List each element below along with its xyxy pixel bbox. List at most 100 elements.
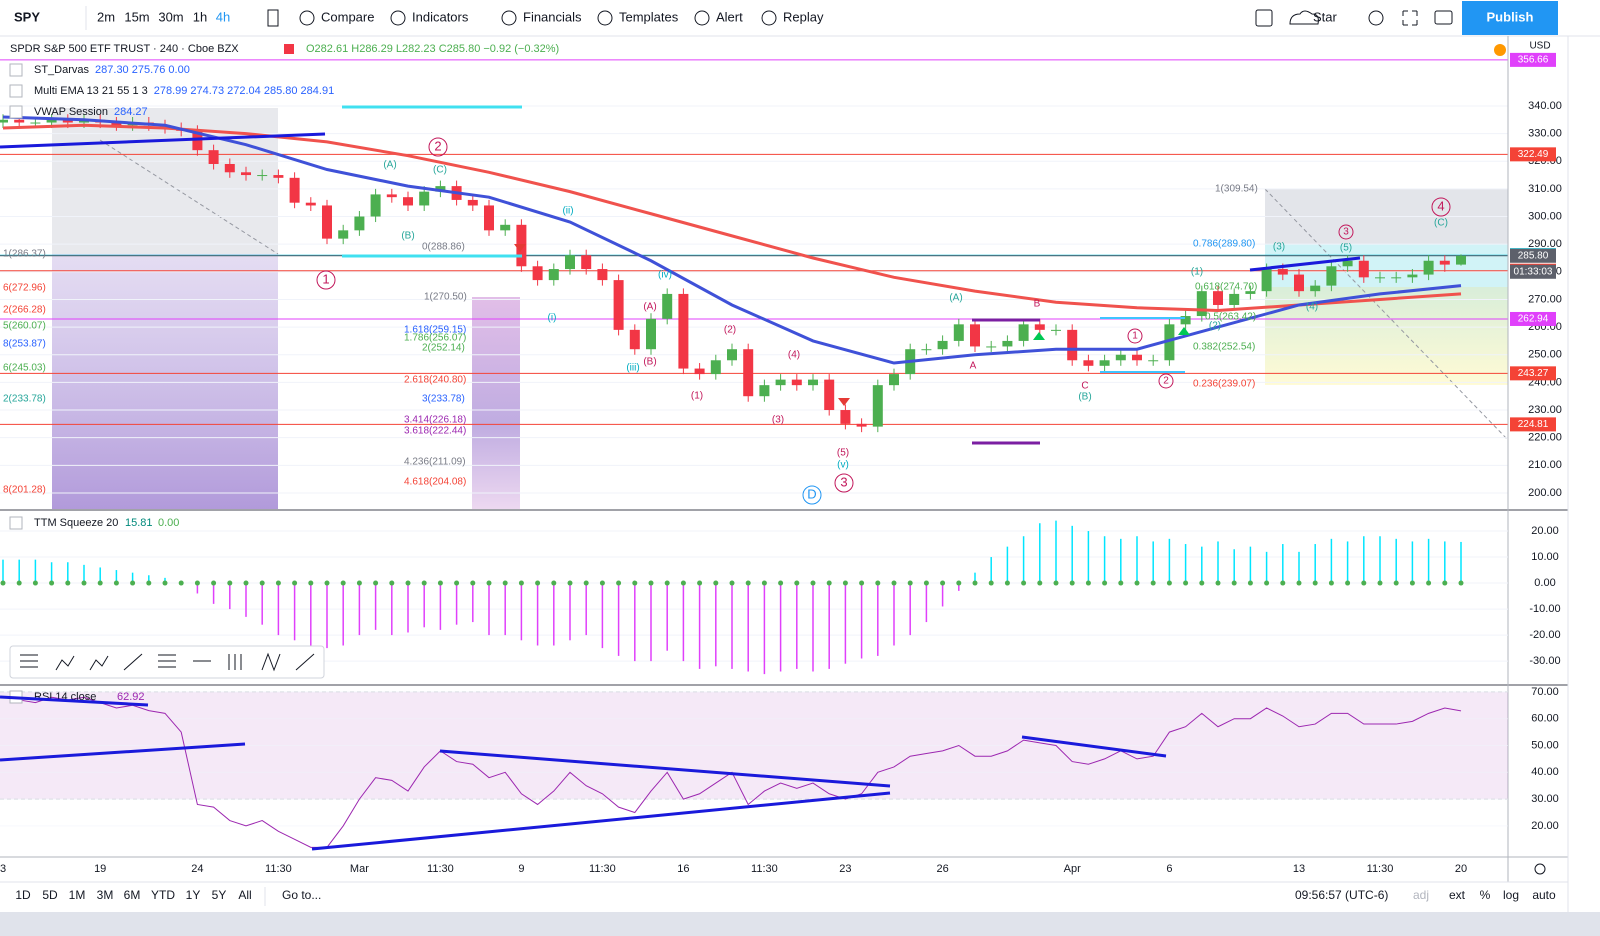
- symbol[interactable]: SPY: [14, 9, 40, 24]
- scale-option[interactable]: log: [1503, 888, 1519, 902]
- ttm-tick-label: -10.00: [1529, 603, 1560, 615]
- settings-icon[interactable]: [1368, 10, 1384, 26]
- star-button[interactable]: Star: [1313, 9, 1338, 24]
- tool-icon[interactable]: [261, 652, 281, 672]
- price-level-label: 224.81: [1518, 419, 1549, 430]
- toolbar-buttons: Compare Indicators Financials Templates Aler…: [299, 9, 824, 26]
- toolbar-button[interactable]: Financials: [523, 9, 582, 24]
- candle-body: [856, 423, 867, 427]
- toolbar-button[interactable]: Indicators: [412, 9, 469, 24]
- candle-body: [435, 186, 446, 192]
- button-icon[interactable]: [299, 10, 315, 26]
- wave-label: (iv): [658, 270, 672, 281]
- candle-body: [1229, 293, 1240, 305]
- button-icon[interactable]: [597, 10, 613, 26]
- range-button[interactable]: 5D: [42, 888, 58, 902]
- candle-body: [824, 379, 835, 411]
- candle-body: [1148, 360, 1159, 362]
- camera-icon[interactable]: [1434, 10, 1453, 25]
- fib-label: 1(309.54): [1215, 184, 1258, 195]
- price-tick-label: 230.00: [1528, 404, 1562, 416]
- range-button[interactable]: 3M: [97, 888, 114, 902]
- candle-body: [565, 255, 575, 270]
- fullscreen-icon[interactable]: [1402, 10, 1418, 26]
- goto-button[interactable]: Go to...: [282, 888, 321, 902]
- time-tick-label: 11:30: [427, 863, 454, 875]
- publish-button[interactable]: [1462, 1, 1558, 35]
- time-tick-label: 16: [677, 863, 689, 875]
- candle-body: [1245, 291, 1256, 294]
- scale-option[interactable]: ext: [1449, 888, 1466, 902]
- ttm-tick-label: -20.00: [1529, 629, 1560, 641]
- candle-body: [1180, 316, 1191, 325]
- candle-body: [840, 410, 851, 424]
- range-button[interactable]: 1M: [69, 888, 86, 902]
- scale-option[interactable]: auto: [1532, 888, 1556, 902]
- range-button[interactable]: 6M: [124, 888, 141, 902]
- rsi-tick-label: 30.00: [1531, 793, 1559, 805]
- axis-settings-icon[interactable]: [1534, 863, 1546, 875]
- interval-button[interactable]: 2m: [97, 9, 115, 24]
- tool-icon[interactable]: [228, 654, 242, 670]
- interval-button[interactable]: 1h: [193, 9, 207, 24]
- range-button[interactable]: 1Y: [186, 888, 201, 902]
- wave-label: (1): [691, 391, 703, 402]
- squeeze-dot: [907, 580, 913, 586]
- study-toggle[interactable]: [9, 84, 23, 98]
- range-button[interactable]: YTD: [151, 888, 175, 902]
- candle-body: [1375, 277, 1385, 279]
- squeeze-dot: [275, 580, 281, 586]
- toolbar-button[interactable]: Compare: [321, 9, 374, 24]
- button-icon[interactable]: [694, 10, 710, 26]
- candle-body: [14, 119, 25, 123]
- price-tick-label: 210.00: [1528, 459, 1562, 471]
- study-toggle[interactable]: [9, 105, 23, 119]
- range-button[interactable]: 1D: [15, 888, 31, 902]
- tool-icon[interactable]: [123, 653, 143, 671]
- tool-icon[interactable]: [295, 653, 315, 671]
- squeeze-dot: [1037, 580, 1043, 586]
- interval-button[interactable]: 4h: [216, 9, 230, 24]
- button-icon[interactable]: [390, 10, 406, 26]
- price-tick-label: 340.00: [1528, 100, 1562, 112]
- study-toggle[interactable]: [9, 516, 23, 530]
- squeeze-dot: [1377, 580, 1383, 586]
- range-button[interactable]: 5Y: [212, 888, 227, 902]
- tool-icon[interactable]: [158, 654, 176, 668]
- interval-button[interactable]: 15m: [124, 9, 149, 24]
- toolbar-button[interactable]: Templates: [619, 9, 679, 24]
- time-tick-label: 13: [1293, 863, 1305, 875]
- fib-label: 1.786(256.07): [404, 333, 466, 344]
- tool-icon[interactable]: [89, 655, 109, 671]
- publish-label[interactable]: Publish: [1487, 9, 1534, 24]
- squeeze-dot: [697, 580, 703, 586]
- interval-button[interactable]: 30m: [158, 9, 183, 24]
- layout-icon[interactable]: [1255, 9, 1273, 27]
- candle-body: [1196, 291, 1207, 317]
- study-toggle[interactable]: [9, 63, 23, 77]
- cloud-icon[interactable]: [1289, 10, 1319, 25]
- button-icon[interactable]: [761, 10, 777, 26]
- chart-type-icon[interactable]: [267, 9, 279, 27]
- candle-body: [208, 150, 219, 164]
- time-tick-label: 6: [1166, 863, 1172, 875]
- toolbar-button[interactable]: Alert: [716, 9, 743, 24]
- ema-line: [2, 123, 1462, 313]
- scale-option[interactable]: %: [1480, 888, 1491, 902]
- rsi-tick-label: 70.00: [1531, 686, 1559, 698]
- candle-body: [1358, 260, 1369, 278]
- scale-option[interactable]: adj: [1413, 888, 1429, 902]
- range-button[interactable]: All: [238, 888, 251, 902]
- squeeze-dot: [1134, 580, 1140, 586]
- tool-icon[interactable]: [55, 655, 75, 671]
- toolbar-button[interactable]: Replay: [783, 9, 824, 24]
- button-icon[interactable]: [501, 10, 517, 26]
- drawing-tools[interactable]: [20, 652, 315, 672]
- fib-label: 0.618(274.70): [1195, 282, 1257, 293]
- squeeze-dot: [389, 580, 395, 586]
- tool-icon[interactable]: [20, 654, 38, 668]
- candle-body: [484, 205, 494, 231]
- alert-dot: [1494, 44, 1506, 56]
- squeeze-dot: [1215, 580, 1221, 586]
- candle-body: [532, 266, 543, 281]
